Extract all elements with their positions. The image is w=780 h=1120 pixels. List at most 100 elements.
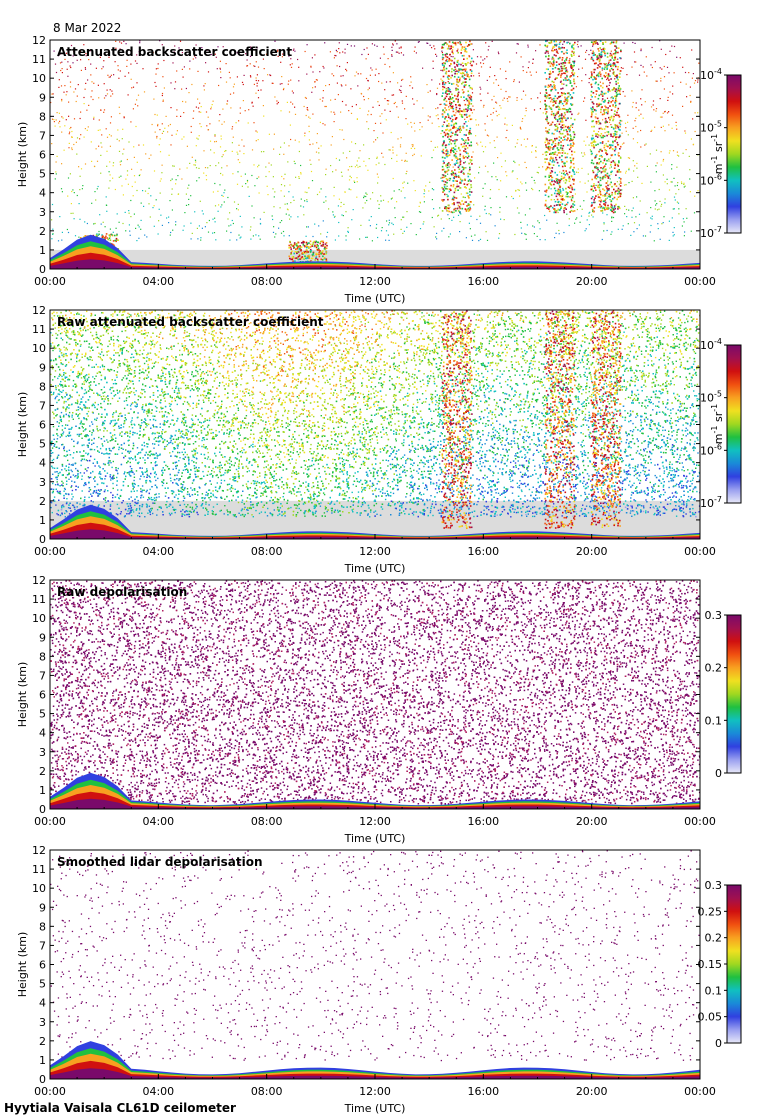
colorbar-tick-label: 10-4 <box>700 337 722 352</box>
colorbar-tick-label: 10-5 <box>700 120 722 135</box>
y-tick-label: 2 <box>39 765 46 778</box>
x-tick-label: 16:00 <box>467 275 499 288</box>
x-tick-label: 08:00 <box>251 1085 283 1098</box>
y-tick-label: 6 <box>39 959 46 972</box>
y-tick-label: 0 <box>39 803 46 816</box>
colorbar <box>726 344 742 504</box>
y-tick-label: 8 <box>39 380 46 393</box>
y-tick-label: 8 <box>39 920 46 933</box>
panel-title: Raw depolarisation <box>57 585 187 599</box>
x-tick-label: 04:00 <box>142 815 174 828</box>
x-tick-label: 08:00 <box>251 815 283 828</box>
y-tick-label: 0 <box>39 263 46 276</box>
y-tick-label: 9 <box>39 361 46 374</box>
colorbar-tick-label: 0.2 <box>705 932 723 945</box>
y-tick-label: 10 <box>32 72 46 85</box>
plot-frame <box>49 39 701 270</box>
y-tick-label: 1 <box>39 514 46 527</box>
colorbar <box>726 884 742 1044</box>
boundary-layer <box>50 504 700 539</box>
y-tick-label: 4 <box>39 457 46 470</box>
x-axis-label: Time (UTC) <box>344 292 406 305</box>
colorbar-tick-label: 0.1 <box>705 984 723 997</box>
colorbar-tick-label: 0.25 <box>698 905 723 918</box>
x-tick-label: 20:00 <box>576 815 608 828</box>
y-tick-label: 8 <box>39 650 46 663</box>
panel-title: Raw attenuated backscatter coefficient <box>57 315 324 329</box>
x-tick-label: 12:00 <box>359 275 391 288</box>
panel-title: Attenuated backscatter coefficient <box>57 45 292 59</box>
y-tick-label: 12 <box>32 844 46 857</box>
colorbar-unit: m-1 sr-1 <box>710 134 725 174</box>
plot-area-4 <box>50 850 700 1079</box>
y-tick-label: 12 <box>32 574 46 587</box>
y-tick-label: 10 <box>32 612 46 625</box>
x-tick-label: 16:00 <box>467 545 499 558</box>
y-axis-label: Height (km) <box>16 932 29 998</box>
footer-label: Hyytiala Vaisala CL61D ceilometer <box>4 1101 236 1115</box>
colorbar-tick-label: 10-5 <box>700 390 722 405</box>
x-tick-label: 00:00 <box>34 545 66 558</box>
colorbar-tick-label: 0 <box>715 767 722 780</box>
y-tick-label: 2 <box>39 495 46 508</box>
x-tick-label: 04:00 <box>142 545 174 558</box>
y-tick-label: 8 <box>39 110 46 123</box>
x-tick-label: 08:00 <box>251 275 283 288</box>
y-axis-label: Height (km) <box>16 392 29 458</box>
y-tick-label: 6 <box>39 689 46 702</box>
colorbar-tick-label: 0 <box>715 1037 722 1050</box>
y-tick-label: 3 <box>39 1016 46 1029</box>
x-tick-label: 12:00 <box>359 1085 391 1098</box>
noise-speckle <box>50 310 700 518</box>
y-tick-label: 0 <box>39 533 46 546</box>
y-tick-label: 9 <box>39 91 46 104</box>
x-tick-label: 12:00 <box>359 815 391 828</box>
plot-area-3 <box>50 580 700 809</box>
colorbar-tick-label: 0.2 <box>705 662 723 675</box>
x-tick-label: 12:00 <box>359 545 391 558</box>
x-tick-label: 00:00 <box>34 1085 66 1098</box>
feature-1 <box>441 310 473 529</box>
panel-2: Raw attenuated backscatter coefficient 0 1… <box>16 304 742 575</box>
y-tick-label: 10 <box>32 342 46 355</box>
y-tick-label: 6 <box>39 419 46 432</box>
colorbar-tick-label: 0.3 <box>705 609 723 622</box>
y-tick-label: 0 <box>39 1073 46 1086</box>
boundary-layer <box>50 234 700 269</box>
x-tick-label: 20:00 <box>576 275 608 288</box>
feature-5 <box>590 40 622 214</box>
x-tick-label: 04:00 <box>142 1085 174 1098</box>
x-tick-label: 16:00 <box>467 1085 499 1098</box>
colorbar-tick-label: 0.15 <box>698 958 723 971</box>
feature-3 <box>590 310 622 528</box>
feature-4 <box>544 40 576 214</box>
panel-4: Smoothed lidar depolarisation01234567891… <box>16 844 742 1115</box>
panel-1: Attenuated backscatter coefficient012345… <box>16 34 742 305</box>
y-axis-label: Height (km) <box>16 122 29 188</box>
y-tick-label: 3 <box>39 206 46 219</box>
y-tick-label: 4 <box>39 187 46 200</box>
x-axis-label: Time (UTC) <box>344 832 406 845</box>
y-tick-label: 1 <box>39 784 46 797</box>
y-tick-label: 11 <box>32 593 46 606</box>
x-tick-label: 00:00 <box>684 815 716 828</box>
y-tick-label: 7 <box>39 129 46 142</box>
date-label: 8 Mar 2022 <box>53 21 121 35</box>
plot-area-1 <box>50 40 700 269</box>
y-tick-label: 3 <box>39 476 46 489</box>
x-tick-label: 00:00 <box>34 815 66 828</box>
y-tick-label: 2 <box>39 1035 46 1048</box>
feature-2 <box>544 310 576 529</box>
y-tick-label: 6 <box>39 149 46 162</box>
y-tick-label: 2 <box>39 225 46 238</box>
colorbar <box>726 74 742 234</box>
colorbar <box>726 614 742 774</box>
y-tick-label: 9 <box>39 901 46 914</box>
y-tick-label: 7 <box>39 669 46 682</box>
y-axis-label: Height (km) <box>16 662 29 728</box>
colorbar-unit: m-1 sr-1 <box>710 404 725 444</box>
y-tick-label: 7 <box>39 399 46 412</box>
colorbar-tick-label: 10-7 <box>700 225 722 240</box>
y-tick-label: 11 <box>32 863 46 876</box>
